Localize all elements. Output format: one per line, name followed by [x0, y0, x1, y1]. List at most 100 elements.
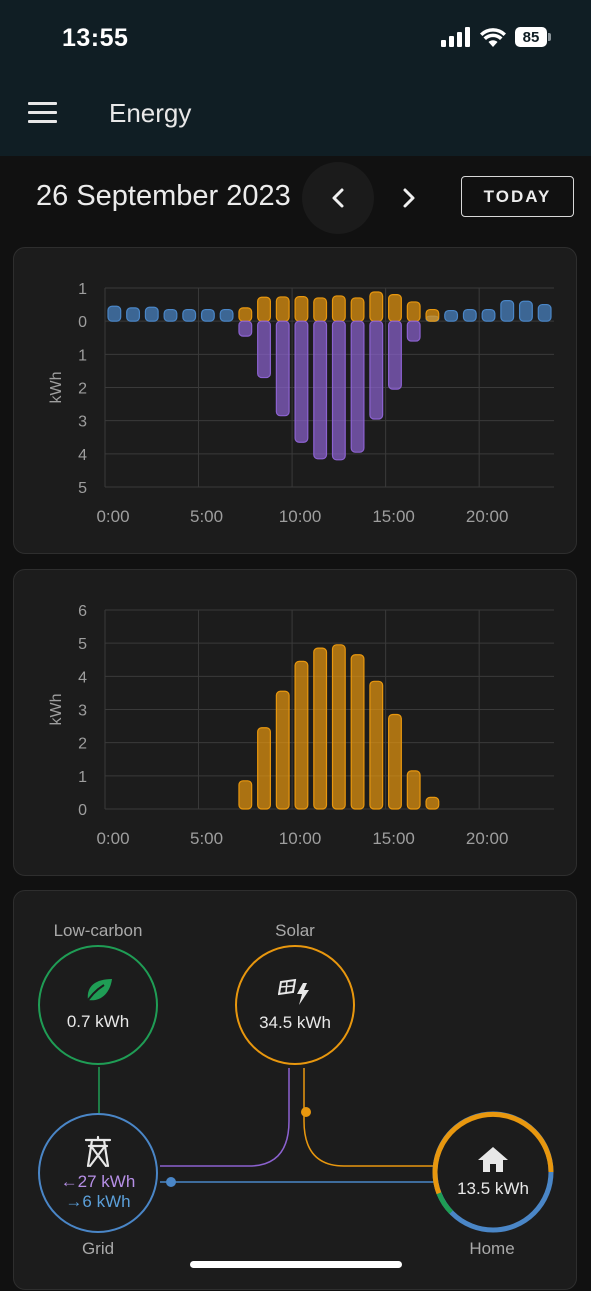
energy-flow-lines	[98, 1067, 434, 1187]
transmission-tower-icon	[84, 1135, 112, 1167]
y-tick-label: 4	[78, 669, 87, 686]
status-icons: 85	[441, 27, 551, 47]
x-tick-label: 0:00	[96, 829, 129, 848]
chevron-right-icon	[403, 188, 415, 208]
chart-bar	[444, 309, 459, 322]
energy-usage-card: 1 0 1 2 3 4 5 0:00 5:00 10:00 15:00 20:00 kWh	[13, 247, 577, 554]
chart-bar	[238, 320, 253, 337]
chart-bar	[238, 307, 253, 322]
chart-bar	[425, 308, 440, 322]
y-tick-label: 0	[78, 802, 87, 819]
date-label: 26 September 2023	[36, 180, 291, 212]
battery-tip	[548, 33, 551, 41]
solar-label: Solar	[275, 921, 315, 940]
chart-bar	[257, 320, 271, 379]
chart-bar	[350, 297, 365, 322]
x-tick-label: 10:00	[279, 829, 322, 848]
x-tick-label: 20:00	[466, 829, 509, 848]
low-carbon-label: Low-carbon	[53, 921, 143, 940]
y-tick-label: 3	[78, 414, 87, 431]
y-tick-label: 5	[78, 636, 87, 653]
y-tick-label: 4	[78, 447, 87, 464]
chart-bar	[388, 713, 402, 810]
grid-import-value: ←27 kWh	[60, 1171, 136, 1191]
x-tick-label: 0:00	[96, 507, 129, 526]
menu-line	[28, 111, 57, 114]
chart-bar	[500, 300, 515, 322]
page-title: Energy	[109, 98, 192, 128]
chart-bar	[481, 308, 496, 322]
home-label: Home	[469, 1239, 515, 1258]
menu-icon[interactable]	[28, 102, 57, 124]
solar-flow-dot	[301, 1107, 311, 1117]
chart-bar	[406, 770, 421, 810]
chart-bar	[294, 320, 309, 443]
cellular-signal-icon	[441, 27, 470, 47]
chart-bar	[388, 320, 402, 390]
y-tick-label: 1	[78, 281, 87, 298]
grid-node[interactable]: ←27 kWh →6 kWh	[38, 1113, 158, 1233]
x-tick-label: 20:00	[466, 507, 509, 526]
chart-bar	[388, 294, 402, 322]
chart-bar	[163, 308, 178, 322]
home-icon	[478, 1147, 508, 1172]
chart-bar	[275, 296, 290, 322]
y-tick-label: 6	[78, 603, 87, 620]
chevron-left-icon	[332, 188, 344, 208]
home-node-ring	[432, 1111, 554, 1233]
chart-bar	[275, 690, 290, 810]
chart-bar	[107, 305, 122, 322]
y-axis-label: kWh	[48, 372, 65, 404]
y-tick-label: 3	[78, 703, 87, 720]
chart-bar	[182, 308, 197, 322]
y-axis-label: kWh	[48, 694, 65, 726]
low-carbon-node[interactable]: 0.7 kWh	[38, 945, 158, 1065]
chart-bar	[313, 320, 328, 460]
chart-bar	[200, 308, 215, 322]
chart-bar	[406, 320, 421, 342]
x-tick-label: 15:00	[372, 507, 415, 526]
chart-bar	[257, 296, 271, 322]
chart-bar	[369, 680, 384, 810]
chart-bar	[425, 796, 440, 810]
solar-power-icon	[278, 978, 309, 1005]
chart-bar	[275, 320, 290, 417]
x-tick-label: 5:00	[190, 507, 223, 526]
chart-bar	[126, 307, 141, 322]
chart-bar	[350, 654, 365, 810]
low-carbon-value: 0.7 kWh	[66, 1012, 130, 1031]
x-tick-label: 15:00	[372, 829, 415, 848]
today-button[interactable]: TODAY	[461, 176, 574, 217]
next-day-button[interactable]	[373, 162, 445, 234]
chart-bar	[537, 303, 552, 322]
menu-line	[28, 102, 57, 105]
solar-node[interactable]: 34.5 kWh	[235, 945, 355, 1065]
solar-value: 34.5 kWh	[259, 1013, 331, 1032]
chart-bar	[238, 780, 253, 810]
home-node[interactable]: 13.5 kWh	[433, 1112, 553, 1232]
y-tick-label: 1	[78, 347, 87, 364]
y-tick-label: 2	[78, 381, 87, 398]
y-tick-label: 2	[78, 736, 87, 753]
wifi-icon	[480, 28, 506, 47]
home-value: 13.5 kWh	[457, 1179, 529, 1198]
chart-bar	[331, 644, 346, 810]
chart-bar	[462, 308, 477, 322]
chart-bar	[369, 320, 384, 420]
solar-production-card: 0 1 2 3 4 5 6 0:00 5:00 10:00 15:00 20:00 kWh	[13, 569, 577, 876]
chart-bar	[219, 308, 234, 322]
chart-bar	[294, 660, 309, 810]
menu-line	[28, 120, 57, 123]
battery-indicator: 85	[515, 27, 551, 47]
chart-bar	[294, 296, 309, 322]
solar-production-chart: 0 1 2 3 4 5 6 0:00 5:00 10:00 15:00 20:00 kWh	[48, 603, 554, 848]
chart-bar	[257, 727, 271, 810]
chart-bar	[313, 647, 328, 810]
home-indicator[interactable]	[190, 1261, 402, 1268]
chart-bar	[518, 300, 533, 322]
x-tick-label: 5:00	[190, 829, 223, 848]
grid-export-value: →6 kWh	[65, 1191, 131, 1211]
previous-day-button[interactable]	[302, 162, 374, 234]
chart-bar	[369, 291, 384, 322]
x-tick-label: 10:00	[279, 507, 322, 526]
